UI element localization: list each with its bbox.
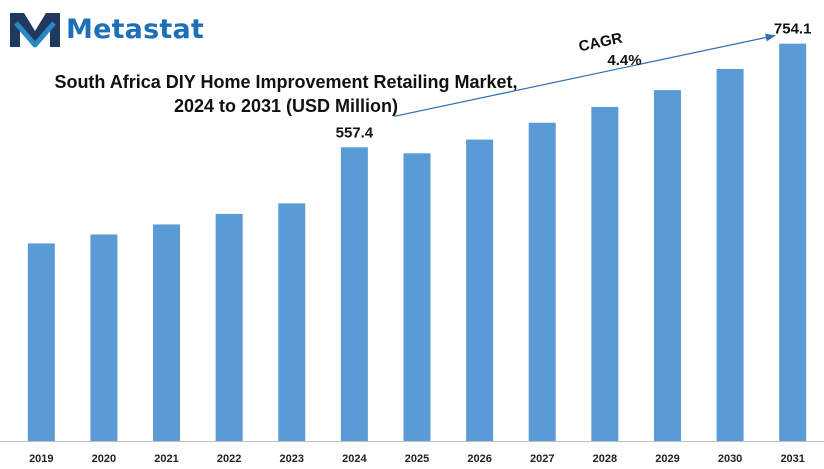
brand-name: Metastat: [66, 13, 205, 45]
bar-2028: [591, 106, 619, 441]
bar-2022: [215, 213, 243, 441]
bar-2020: [90, 234, 118, 441]
metastat-m-logo-icon: [10, 13, 60, 48]
x-tick-label-2021: 2021: [154, 453, 178, 465]
bar-2025: [403, 153, 431, 442]
x-tick-label-2022: 2022: [217, 453, 241, 465]
chart-title-line-2: 2024 to 2031 (USD Million): [173, 96, 399, 116]
x-tick-label-2020: 2020: [92, 453, 116, 465]
bar-2030: [716, 68, 744, 441]
chart-title-line-1: South Africa DIY Home Improvement Retail…: [54, 72, 518, 92]
data-labels: 557.4 754.1: [336, 21, 812, 142]
bar-2029: [653, 90, 681, 442]
x-tick-label-2019: 2019: [29, 453, 53, 465]
bar-2019: [27, 243, 55, 441]
bar-2027: [528, 122, 556, 441]
x-tick-label-2029: 2029: [655, 453, 679, 465]
data-label-2024: 557.4: [336, 124, 374, 141]
bar-series: [27, 43, 807, 442]
bar-2031: [779, 43, 807, 441]
x-tick-label-2026: 2026: [467, 453, 491, 465]
x-axis-tick-labels: 2019 2020 2021 2022 2023 2024 2025 2026 2027 2028…: [29, 453, 805, 465]
x-tick-label-2027: 2027: [530, 453, 554, 465]
bar-2024: [340, 147, 368, 441]
bar-2026: [466, 139, 494, 441]
bar-2021: [153, 224, 181, 441]
brand-logo: Metastat: [8, 8, 204, 50]
x-tick-label-2031: 2031: [780, 453, 804, 465]
x-tick-label-2025: 2025: [405, 453, 429, 465]
chart-title: South Africa DIY Home Improvement Retail…: [0, 70, 572, 118]
cagr-value: 4.4%: [607, 52, 641, 69]
x-tick-label-2030: 2030: [718, 453, 742, 465]
x-tick-label-2028: 2028: [593, 453, 617, 465]
data-label-2031: 754.1: [774, 21, 812, 38]
cagr-arrow: [394, 33, 776, 117]
bar-2023: [278, 203, 306, 441]
x-tick-label-2024: 2024: [342, 453, 367, 465]
x-tick-label-2023: 2023: [280, 453, 304, 465]
